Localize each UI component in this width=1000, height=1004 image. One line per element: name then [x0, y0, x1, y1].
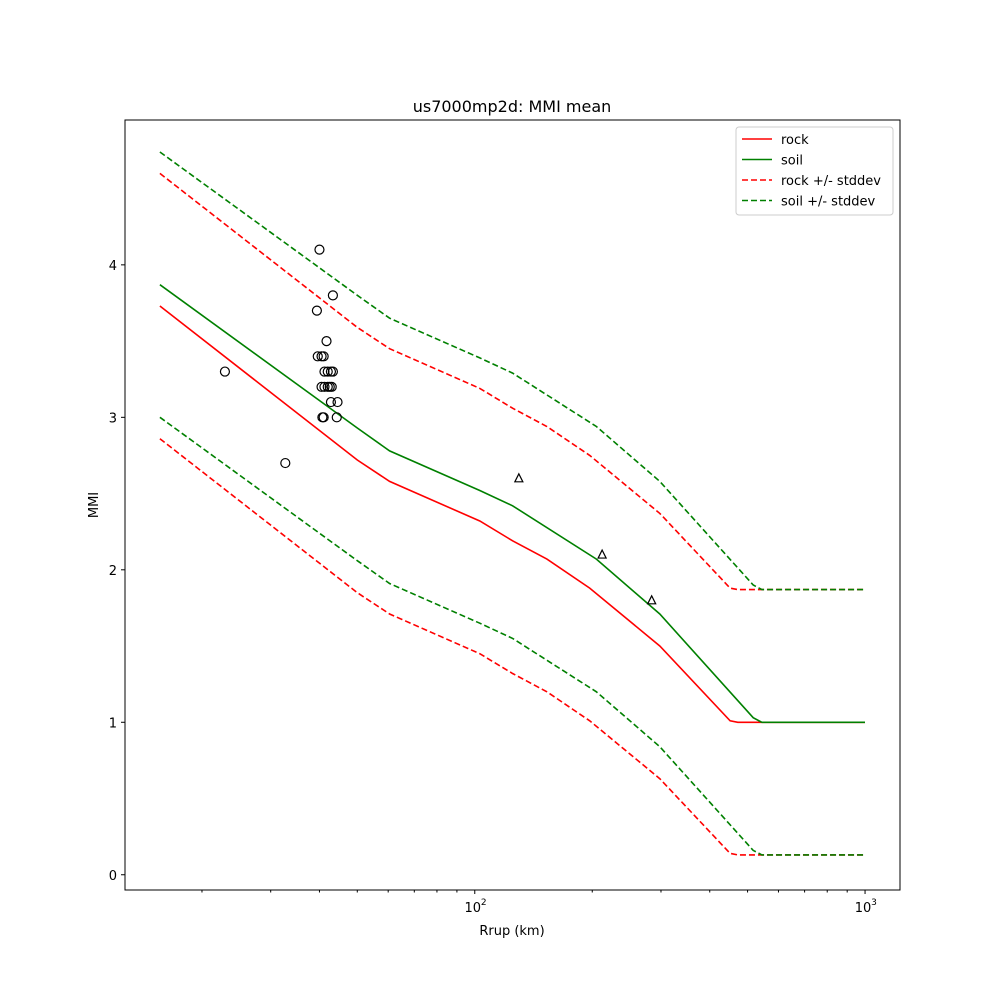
y-tick-label: 3: [109, 411, 117, 426]
x-tick-label: 10: [855, 901, 872, 916]
plot-frame: [124, 119, 901, 891]
x-tick-exponent: 3: [871, 898, 877, 908]
x-axis-label: Rrup (km): [479, 924, 544, 939]
observation-circle: [326, 381, 337, 392]
legend-label: soil +/- stddev: [781, 195, 876, 210]
y-tick-label: 1: [109, 716, 117, 731]
observation-circle: [318, 412, 329, 423]
observation-circle: [280, 457, 291, 469]
observation-circle: [318, 351, 329, 362]
observation-circle: [312, 351, 323, 362]
chart-title: us7000mp2d: MMI mean: [413, 97, 612, 116]
observation-circle: [316, 381, 327, 392]
rock-line: [159, 305, 865, 724]
observation-triangle: [646, 594, 657, 605]
y-tick-label: 2: [109, 564, 117, 579]
soil-line: [159, 284, 865, 724]
observation-circle: [331, 412, 342, 423]
y-tick-label: 0: [109, 869, 117, 884]
legend-label: rock: [781, 133, 809, 148]
observation-triangle: [513, 472, 524, 483]
observation-circle: [332, 396, 343, 408]
legend-box: [735, 126, 894, 216]
observation-circle: [219, 366, 231, 377]
rock-stddev-upper-line: [159, 172, 865, 591]
y-axis-label: MMI: [87, 492, 102, 518]
legend-label: soil: [781, 154, 803, 169]
observation-circle: [319, 381, 330, 392]
rock-stddev-lower-line: [159, 438, 865, 856]
legend-label: rock +/- stddev: [781, 174, 881, 189]
legend: rock soil rock +/- stddev soil +/- stddev: [735, 126, 894, 216]
x-tick-exponent: 2: [481, 898, 487, 908]
y-tick-label: 4: [109, 259, 117, 274]
observation-circle: [314, 244, 325, 255]
observation-circle: [327, 290, 338, 301]
observation-circle: [311, 305, 322, 316]
observation-circle: [327, 366, 338, 377]
observation-triangle: [597, 548, 608, 559]
observation-circle: [322, 366, 333, 377]
soil-stddev-upper-line: [159, 151, 865, 591]
observation-circle: [321, 335, 332, 347]
x-tick-label: 10: [464, 901, 481, 916]
soil-stddev-lower-line: [159, 416, 865, 856]
observation-circle: [325, 396, 337, 408]
